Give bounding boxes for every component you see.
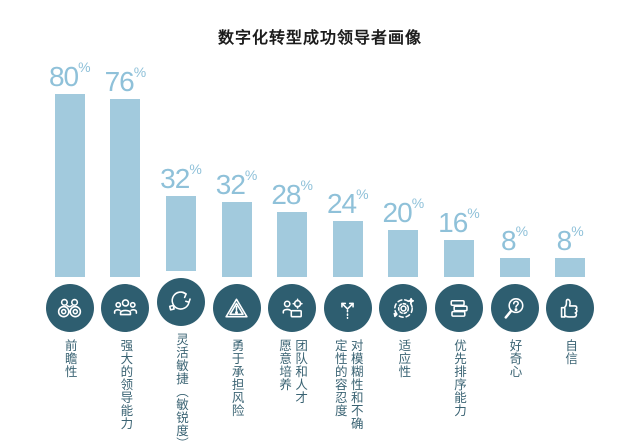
category-label: 灵活敏捷（敏锐度） bbox=[173, 332, 188, 446]
bar-value-label: 24% bbox=[327, 187, 369, 218]
bar-area: 8% bbox=[499, 60, 530, 277]
gear-adapt-icon bbox=[393, 297, 414, 318]
bar-area: 32% bbox=[160, 60, 202, 271]
category-icon-badge bbox=[268, 284, 317, 332]
bar-area: 28% bbox=[271, 60, 313, 277]
bar-column: 8% 自信 bbox=[542, 60, 598, 446]
bar-value-label: 28% bbox=[271, 178, 313, 209]
category-label: 自信 bbox=[563, 339, 578, 365]
team-leader-icon bbox=[113, 298, 138, 315]
bar-value-number: 32 bbox=[160, 162, 190, 194]
bar-column: 32% 勇于承担风险 bbox=[209, 60, 265, 446]
bar-value-unit: % bbox=[300, 177, 313, 193]
bar-value-unit: % bbox=[515, 223, 529, 239]
bar-value-unit: % bbox=[189, 160, 202, 177]
category-label: 对模糊性和不确 定性的容忍度 bbox=[332, 339, 363, 430]
bar-value-number: 28 bbox=[271, 179, 301, 210]
priority-stack-icon bbox=[450, 299, 469, 317]
bar bbox=[277, 212, 308, 277]
bar-value-unit: % bbox=[411, 195, 425, 211]
bar-area: 32% bbox=[216, 60, 258, 277]
category-icon-badge bbox=[101, 284, 150, 332]
bar-value-unit: % bbox=[78, 59, 91, 75]
bar-area: 20% bbox=[383, 60, 425, 277]
bar bbox=[388, 230, 419, 277]
branching-arrows-icon bbox=[341, 302, 355, 319]
talent-development-icon bbox=[282, 298, 303, 318]
category-icon-badge bbox=[434, 284, 483, 332]
bar bbox=[555, 258, 586, 277]
bar-area: 80% bbox=[49, 60, 91, 277]
category-icon-badge bbox=[323, 284, 372, 332]
bar bbox=[110, 99, 141, 277]
bar-value-label: 76% bbox=[105, 65, 147, 96]
agile-cycle-icon bbox=[169, 291, 192, 311]
category-label: 勇于承担风险 bbox=[229, 339, 244, 417]
chart-title: 数字化转型成功领导者画像 bbox=[217, 30, 422, 47]
bar-area: 76% bbox=[105, 60, 147, 277]
bar-value-label: 16% bbox=[438, 206, 480, 237]
bar-column: 76% 强大的领导能力 bbox=[98, 60, 154, 446]
warning-triangle-icon bbox=[225, 298, 248, 318]
bar-value-label: 32% bbox=[160, 162, 202, 193]
bar-area: 16% bbox=[438, 60, 480, 277]
bar-value-label: 20% bbox=[383, 196, 425, 227]
bar-value-number: 24 bbox=[326, 188, 357, 219]
bar bbox=[54, 94, 85, 277]
bar-value-number: 8 bbox=[556, 225, 573, 256]
bar-value-number: 80 bbox=[48, 61, 79, 92]
bar bbox=[165, 195, 196, 271]
bar-value-unit: % bbox=[467, 205, 480, 221]
bar-area: 24% bbox=[327, 60, 369, 277]
bar-area: 8% bbox=[555, 60, 586, 277]
bar-chart: 80% 前瞻性 76% 强大的领导能力 32% 灵活敏捷（敏锐度） 32% 勇于承担风险 28%… bbox=[42, 60, 598, 446]
bar bbox=[332, 221, 363, 277]
bar bbox=[221, 202, 252, 277]
bar-value-number: 16 bbox=[438, 207, 468, 238]
category-icon-badge bbox=[546, 284, 595, 332]
category-label: 强大的领导能力 bbox=[118, 339, 133, 430]
bar-value-number: 20 bbox=[382, 197, 413, 228]
bar-column: 28% 团队和人才 愿意培养 bbox=[264, 60, 320, 446]
bar-column: 8% 好奇心 bbox=[487, 60, 543, 446]
bar-value-unit: % bbox=[356, 186, 369, 202]
bar-column: 32% 灵活敏捷（敏锐度） bbox=[153, 60, 209, 446]
category-icon-badge bbox=[379, 284, 428, 332]
category-icon-badge bbox=[156, 277, 205, 326]
thumbs-up-icon bbox=[560, 298, 578, 318]
category-label: 前瞻性 bbox=[62, 339, 77, 378]
bar bbox=[499, 258, 530, 277]
bar-column: 24% 对模糊性和不确 定性的容忍度 bbox=[320, 60, 376, 446]
bar-value-unit: % bbox=[244, 167, 258, 183]
bar-value-label: 8% bbox=[501, 224, 528, 255]
category-label: 好奇心 bbox=[507, 339, 522, 378]
category-label: 适应性 bbox=[396, 339, 411, 378]
category-label: 优先排序能力 bbox=[451, 339, 466, 417]
bar-value-label: 80% bbox=[49, 60, 91, 91]
category-icon-badge bbox=[45, 284, 94, 332]
bar-column: 20% 适应性 bbox=[376, 60, 432, 446]
category-icon-badge bbox=[490, 284, 539, 332]
bar-value-unit: % bbox=[133, 64, 147, 80]
bar-value-number: 32 bbox=[215, 169, 246, 200]
bar bbox=[443, 240, 474, 277]
bar-value-label: 32% bbox=[216, 168, 258, 199]
bar-value-number: 76 bbox=[104, 66, 135, 97]
bar-value-number: 8 bbox=[501, 225, 517, 256]
bar-column: 80% 前瞻性 bbox=[42, 60, 98, 446]
bar-value-unit: % bbox=[571, 223, 584, 239]
bar-value-label: 8% bbox=[557, 224, 584, 255]
bar-column: 16% 优先排序能力 bbox=[431, 60, 487, 446]
binoculars-icon bbox=[58, 298, 82, 318]
magnifier-question-icon bbox=[504, 297, 524, 319]
category-icon-badge bbox=[212, 284, 261, 332]
category-label: 团队和人才 愿意培养 bbox=[277, 339, 308, 404]
